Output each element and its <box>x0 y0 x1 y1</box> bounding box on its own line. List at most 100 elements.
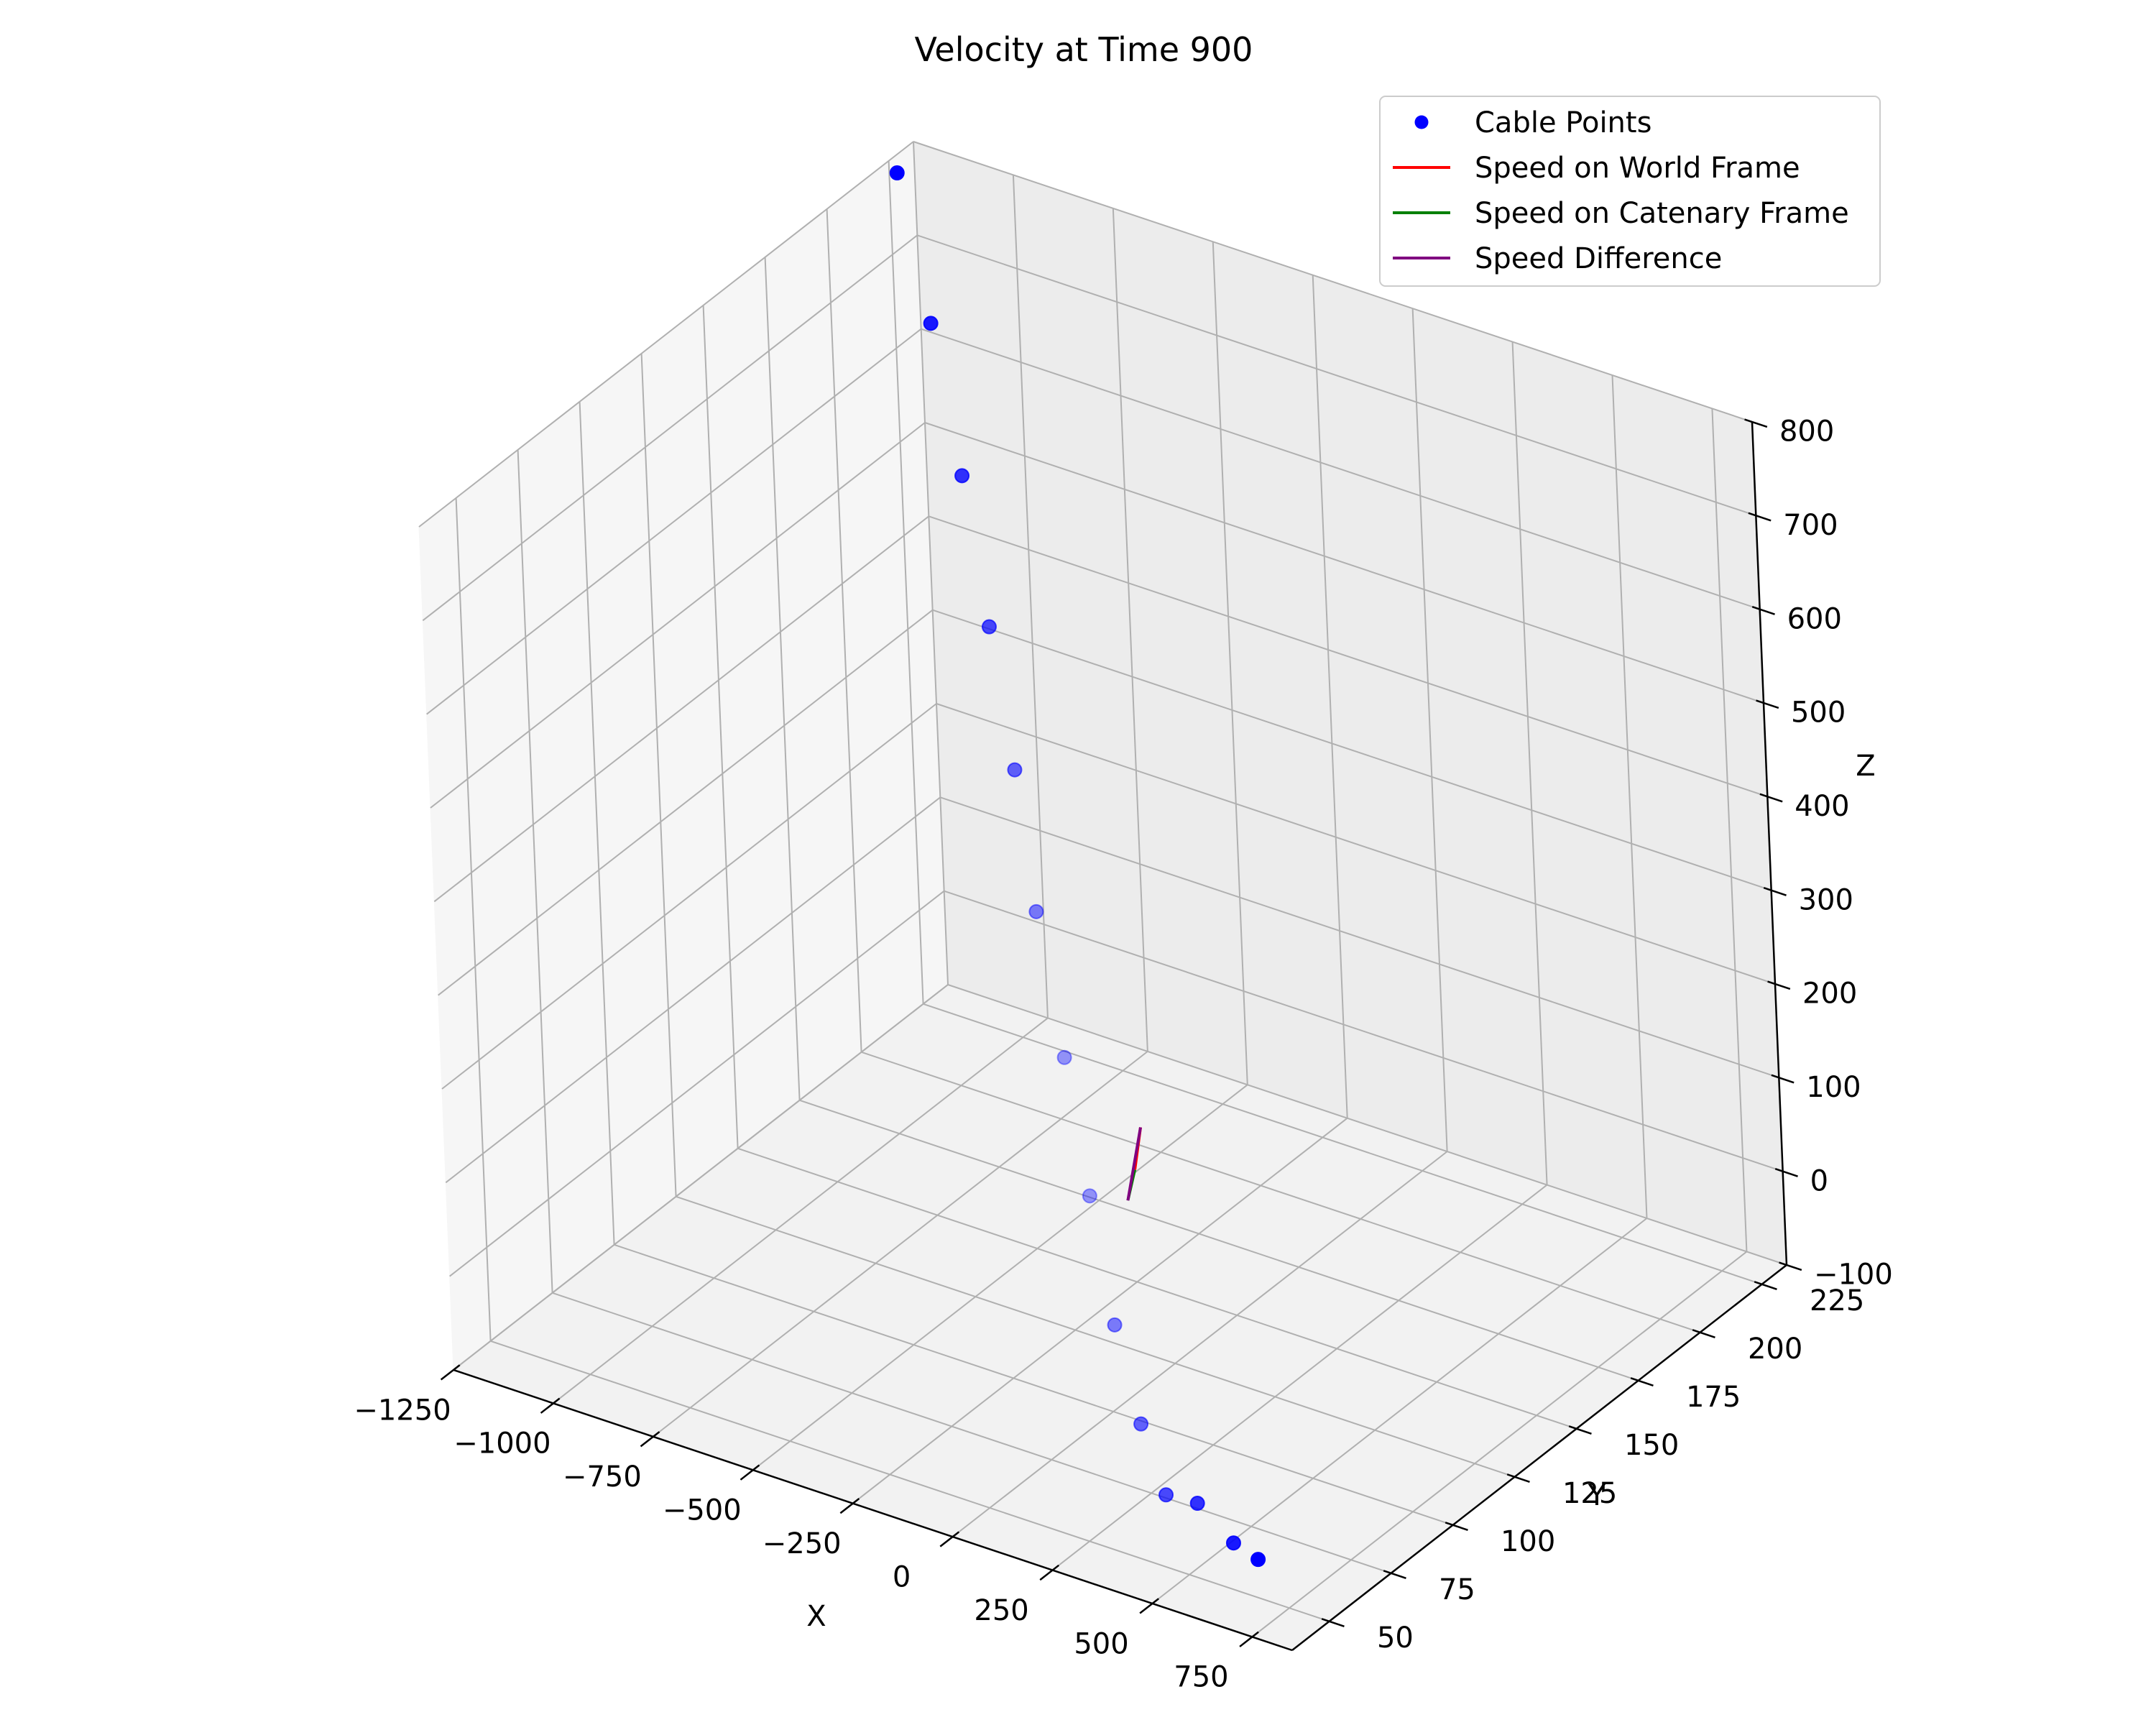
grid-line-x-back <box>913 141 949 985</box>
x-tick-mark <box>1239 1631 1259 1647</box>
grid-line-z-back <box>929 515 1768 798</box>
z-tick-label: 700 <box>1783 509 1838 542</box>
grid-line-x-floor <box>952 1151 1448 1537</box>
axis-panes <box>418 141 1788 1651</box>
cable-point <box>1225 1535 1241 1551</box>
y-tick-mark <box>1383 1570 1406 1579</box>
z-tick-label: −100 <box>1814 1259 1893 1292</box>
grid-line-x-back <box>1411 308 1448 1152</box>
y-tick-mark <box>1321 1618 1345 1627</box>
z-tick-label: 400 <box>1795 790 1849 823</box>
y-tick-mark <box>1506 1473 1530 1483</box>
grid-line-z-left <box>445 796 941 1184</box>
cable-point <box>1056 1049 1072 1065</box>
grid-line-x-floor <box>1051 1184 1548 1571</box>
grid-line-z-left <box>438 609 934 996</box>
z-tick-label: 800 <box>1779 415 1834 448</box>
grid-line-z-back <box>932 609 1772 891</box>
y-tick-mark <box>1692 1329 1715 1338</box>
grid-line-x-back <box>1212 242 1248 1085</box>
grid-line-x-floor <box>752 1084 1248 1471</box>
grid-line-x-floor <box>553 1017 1049 1404</box>
grid-line-z-back <box>913 141 1753 423</box>
x-tick-label: 0 <box>893 1560 911 1593</box>
y-tick-mark <box>1445 1522 1468 1531</box>
cable-point <box>923 316 939 331</box>
y-axis-line <box>1291 1264 1787 1651</box>
x-tick-mark <box>1139 1598 1159 1614</box>
chart-title: Velocity at Time 900 <box>915 30 1253 69</box>
x-tick-label: 500 <box>1074 1627 1128 1660</box>
z-tick-label: 300 <box>1799 883 1853 916</box>
legend-box <box>1379 96 1881 287</box>
cable-point <box>1028 903 1044 919</box>
cable-point <box>1250 1552 1266 1568</box>
grid-line-z-left <box>418 141 914 528</box>
y-tick-label: 150 <box>1624 1429 1679 1462</box>
x-tick-label: −1250 <box>354 1394 451 1427</box>
z-tick-label: 100 <box>1806 1071 1861 1104</box>
grid-line-x-back <box>1012 175 1049 1018</box>
x-tick-mark <box>440 1364 461 1381</box>
grid-line-y-floor <box>799 1099 1639 1381</box>
grid-line-y-left <box>764 257 801 1100</box>
y-tick-label: 100 <box>1501 1525 1555 1558</box>
x-tick-label: −1000 <box>453 1427 550 1460</box>
grid-line-x-back <box>1711 408 1748 1252</box>
y-tick-label: 225 <box>1810 1284 1864 1317</box>
x-tick-label: −750 <box>563 1460 642 1494</box>
y-tick-label: 200 <box>1748 1333 1802 1366</box>
cable-point <box>1007 762 1023 778</box>
y-tick-label: 125 <box>1562 1477 1617 1510</box>
cable-point <box>954 468 970 484</box>
z-tick-mark <box>1779 1261 1802 1271</box>
z-tick-mark <box>1744 418 1768 428</box>
z-tick-label: 500 <box>1791 696 1846 730</box>
x-tick-mark <box>939 1531 960 1547</box>
y-tick-label: 50 <box>1377 1622 1414 1655</box>
z-axis-label: Z <box>1856 750 1875 783</box>
grid-line-z-left <box>453 984 949 1371</box>
grid-line-y-left <box>826 208 862 1052</box>
y-tick-mark <box>1568 1425 1592 1435</box>
z-tick-label: 0 <box>1810 1164 1828 1197</box>
legend-entry-label: Speed on Catenary Frame <box>1475 197 1849 230</box>
grid-line-z-left <box>449 890 945 1277</box>
x-tick-mark <box>1039 1564 1060 1581</box>
cable-point <box>981 619 997 635</box>
cable-point <box>889 165 905 181</box>
z-tick-mark <box>1748 512 1772 522</box>
grid-line-z-left <box>441 703 937 1090</box>
z-axis-line <box>1751 421 1788 1266</box>
legend-entry-label: Speed on World Frame <box>1475 152 1800 185</box>
grid-line-z-left <box>433 515 929 903</box>
legend-marker-cable-points <box>1414 115 1429 129</box>
grid-line-x-back <box>1511 341 1548 1185</box>
grid-line-x-back <box>1312 275 1348 1118</box>
x-tick-label: −250 <box>763 1527 842 1560</box>
grid-line-y-left <box>579 401 615 1245</box>
grid-line-y-floor <box>552 1292 1391 1574</box>
y-tick-label: 75 <box>1439 1573 1475 1606</box>
x-tick-label: −500 <box>663 1494 742 1527</box>
grid-line-z-back <box>947 984 1787 1266</box>
z-tick-mark <box>1751 605 1775 615</box>
x-tick-label: 250 <box>974 1594 1028 1627</box>
grid-line-y-floor <box>614 1243 1453 1526</box>
grid-line-z-back <box>936 703 1776 985</box>
z-tick-label: 600 <box>1787 602 1842 635</box>
grid-line-y-floor <box>490 1340 1330 1622</box>
grid-line-z-back <box>917 234 1756 517</box>
grid-line-y-left <box>640 353 677 1197</box>
grid-line-y-left <box>455 497 492 1341</box>
grid-line-y-floor <box>676 1195 1515 1478</box>
data-layer <box>889 165 1266 1568</box>
grid-line-z-left <box>426 328 922 715</box>
y-tick-label: 175 <box>1686 1381 1741 1414</box>
y-tick-mark <box>1630 1377 1654 1386</box>
x-tick-mark <box>640 1431 660 1448</box>
cable-point <box>1082 1188 1097 1204</box>
velocity-vector-line <box>1126 1127 1142 1201</box>
x-tick-label: 750 <box>1174 1661 1228 1694</box>
